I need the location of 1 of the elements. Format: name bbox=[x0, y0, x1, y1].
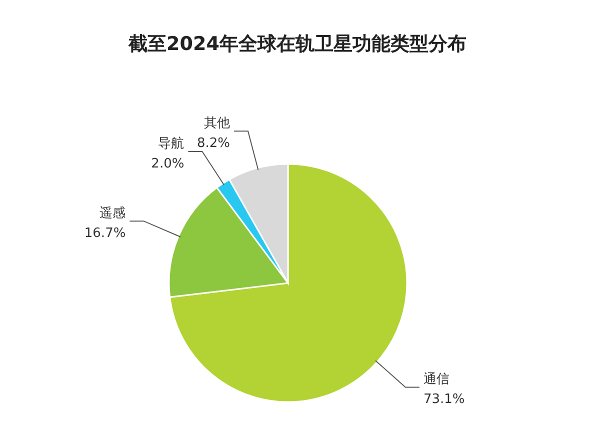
chart-title: 截至2024年全球在轨卫星功能类型分布 bbox=[128, 33, 466, 55]
